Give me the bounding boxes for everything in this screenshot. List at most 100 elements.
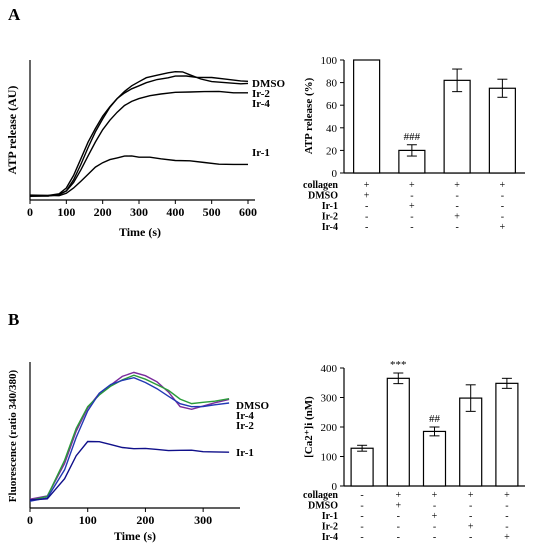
b-bar-significance-label: ***	[390, 359, 407, 371]
panel-a-bar-chart: ATP release (%) 0 20 40 60 80 100 ### collage…	[303, 55, 525, 233]
a-bar-condition-sign: -	[455, 201, 458, 212]
a-bar-condition-sign: +	[454, 212, 460, 223]
b-bar-condition-sign: +	[468, 490, 474, 501]
a-bar-ytick-label: 100	[321, 55, 338, 67]
a-trace-series-line-ir-1	[29, 155, 248, 197]
a-bar-ytick-label: 20	[326, 145, 338, 157]
b-bar-condition-sign: -	[469, 501, 472, 512]
b-bar-condition-sign: -	[360, 522, 363, 533]
b-bar-condition-sign: -	[469, 511, 472, 522]
a-bar-condition-sign: -	[365, 222, 368, 233]
b-bar-bar	[386, 377, 410, 487]
b-bar-significance-label: ##	[429, 413, 441, 425]
b-bar-condition-label: DMSO	[308, 501, 338, 512]
b-bar-bar	[495, 382, 519, 487]
a-bar-significance-label: ###	[404, 131, 421, 143]
a-trace-xtick-label: 100	[57, 205, 75, 219]
a-trace-xtick-label: 200	[94, 205, 112, 219]
a-bar-condition-sign: -	[501, 201, 504, 212]
b-bar-ytick-label: 100	[321, 452, 338, 464]
a-bar-condition-sign: +	[454, 180, 460, 191]
b-bar-condition-sign: -	[433, 522, 436, 533]
b-bar-condition-sign: -	[433, 532, 436, 543]
b-trace-series-label-ir-4: Ir-4	[236, 410, 254, 422]
panel-b-trace-chart: Time (s) Fluorescence (ratio 340/380) 0 1…	[7, 362, 269, 543]
b-bar-condition-label: collagen	[303, 490, 338, 501]
b-bar-condition-label: Ir-1	[322, 511, 338, 522]
b-bar-condition-sign: +	[395, 501, 401, 512]
b-bar-condition-sign: +	[468, 522, 474, 533]
a-bar-condition-sign: -	[455, 222, 458, 233]
b-trace-series-line-ir-1	[29, 440, 230, 501]
b-bar-condition-sign: -	[360, 511, 363, 522]
b-bar-condition-sign: +	[395, 490, 401, 501]
a-bar-condition-sign: +	[409, 201, 415, 212]
b-bar-condition-sign: +	[504, 490, 510, 501]
b-bar-ylabel: [Ca2⁺]i (nM)	[303, 396, 315, 458]
b-trace-series-label-ir-2: Ir-2	[236, 420, 254, 432]
b-trace-xtick-label: 300	[194, 513, 212, 527]
a-bar-condition-label: Ir-2	[322, 212, 338, 223]
panel-b-bar-chart: [Ca2⁺]i (nM) 0 100 200 300 400 *** ## collage…	[303, 359, 525, 543]
b-bar-condition-sign: -	[360, 501, 363, 512]
a-trace-series-label-ir-1: Ir-1	[252, 147, 270, 159]
a-bar-condition-label: Ir-1	[322, 201, 338, 212]
a-trace-series-line-ir-2	[29, 70, 249, 197]
a-trace-series-line-dmso	[29, 75, 249, 197]
b-bar-condition-sign: +	[432, 511, 438, 522]
b-bar-ytick-label: 0	[332, 481, 338, 493]
b-trace-xtick-label: 200	[136, 513, 154, 527]
b-bar-condition-sign: -	[397, 532, 400, 543]
b-bar-ytick-label: 400	[321, 363, 338, 375]
panel-letter-b: B	[8, 310, 19, 329]
a-trace-xlabel: Time (s)	[119, 225, 161, 239]
b-bar-condition-sign: -	[397, 511, 400, 522]
a-bar-ylabel: ATP release (%)	[303, 77, 315, 154]
a-bar-bar	[353, 59, 381, 174]
b-trace-series-line-dmso	[29, 371, 230, 500]
a-bar-bar	[488, 87, 516, 174]
b-bar-condition-sign: -	[360, 532, 363, 543]
a-bar-condition-label: DMSO	[308, 191, 338, 202]
a-trace-ylabel: ATP release (AU)	[5, 86, 19, 175]
b-bar-ytick-label: 200	[321, 422, 338, 434]
a-bar-condition-sign: +	[500, 180, 506, 191]
a-bar-ytick-label: 80	[326, 78, 338, 90]
a-bar-condition-sign: -	[455, 191, 458, 202]
a-bar-condition-label: Ir-4	[322, 222, 338, 233]
b-bar-bar	[350, 447, 374, 487]
a-trace-series-label-ir-2: Ir-2	[252, 88, 270, 100]
a-trace-xtick-label: 300	[130, 205, 148, 219]
b-bar-condition-sign: +	[504, 532, 510, 543]
a-bar-condition-sign: +	[409, 180, 415, 191]
b-bar-condition-sign: -	[505, 522, 508, 533]
b-bar-condition-sign: -	[433, 501, 436, 512]
b-bar-ytick-label: 300	[321, 393, 338, 405]
a-bar-condition-sign: +	[364, 180, 370, 191]
b-bar-condition-sign: +	[432, 490, 438, 501]
b-bar-condition-sign: -	[469, 532, 472, 543]
a-bar-condition-label: collagen	[303, 180, 338, 191]
a-bar-condition-sign: -	[410, 191, 413, 202]
a-bar-condition-sign: -	[501, 191, 504, 202]
a-bar-condition-sign: -	[365, 212, 368, 223]
b-bar-condition-label: Ir-2	[322, 522, 338, 533]
b-trace-series-label-ir-1: Ir-1	[236, 447, 254, 459]
b-trace-xtick-label: 100	[79, 513, 97, 527]
b-bar-condition-sign: -	[397, 522, 400, 533]
a-trace-xtick-label: 400	[166, 205, 184, 219]
b-trace-series-line-ir-2	[29, 376, 230, 502]
b-trace-xlabel: Time (s)	[114, 529, 156, 543]
b-trace-series-label-dmso: DMSO	[236, 400, 269, 412]
b-trace-ylabel: Fluorescence (ratio 340/380)	[7, 369, 19, 502]
a-bar-condition-sign: -	[501, 212, 504, 223]
a-trace-xtick-label: 600	[239, 205, 257, 219]
b-bar-condition-sign: -	[505, 501, 508, 512]
a-trace-series-line-ir-4	[29, 90, 248, 197]
a-bar-condition-sign: -	[410, 212, 413, 223]
a-bar-ytick-label: 40	[326, 123, 338, 135]
b-bar-condition-sign: -	[505, 511, 508, 522]
a-trace-xtick-label: 0	[27, 205, 33, 219]
a-bar-ytick-label: 60	[326, 100, 338, 112]
panel-letter-a: A	[8, 5, 21, 24]
